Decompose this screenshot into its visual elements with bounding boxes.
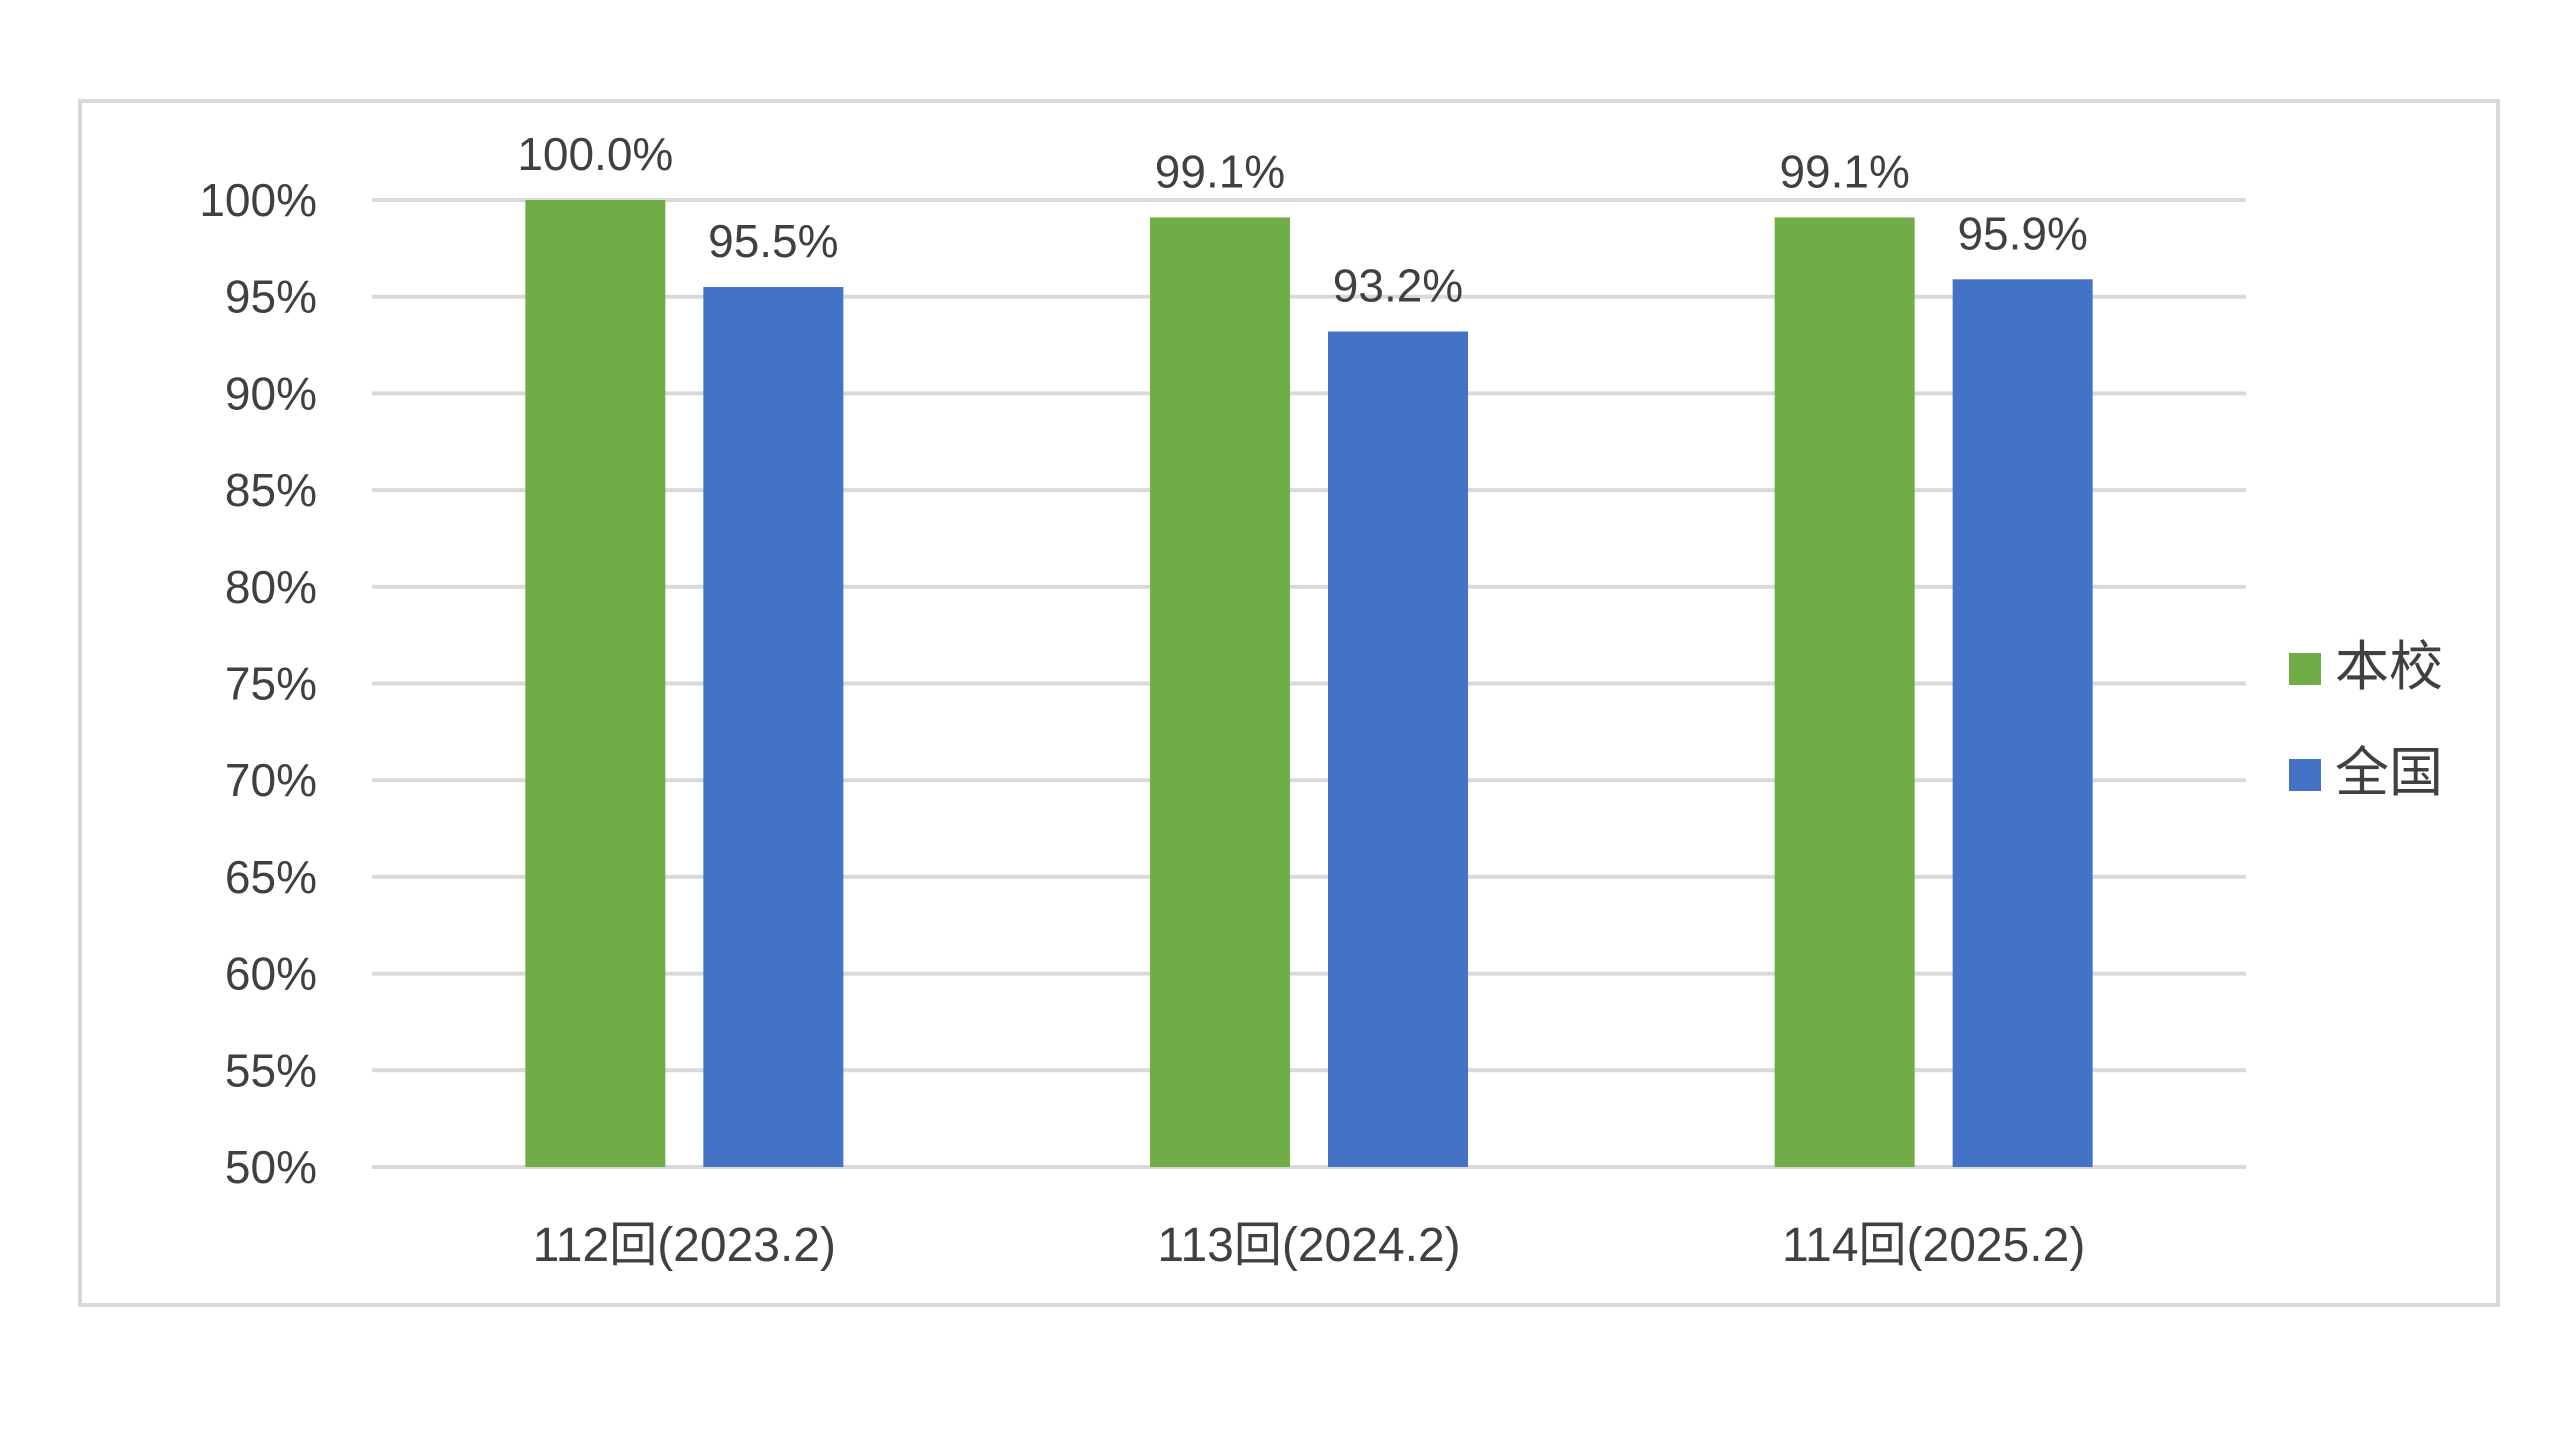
y-tick-label: 55% [225,1044,317,1096]
y-tick-label: 60% [225,948,317,1000]
bar-series-a [1774,217,1915,1167]
x-tick-label: 113回(2024.2) [1157,1219,1460,1272]
legend-label: 本校 [2335,637,2443,697]
chart-frame: 100.0% 95.5% 99.1% 93.2% 99.1% 95.9% 50% 55% 60… [78,99,2500,1307]
y-tick-label: 85% [225,464,317,516]
y-tick-label: 90% [225,367,317,419]
data-label: 95.5% [708,215,838,267]
data-label: 93.2% [1333,260,1463,312]
y-tick-label: 50% [225,1141,317,1193]
bar-series-a [1150,217,1290,1167]
bar-series-b [1952,279,2093,1167]
legend-swatch [2289,653,2321,685]
data-label: 100.0% [517,128,673,180]
data-labels: 100.0% 95.5% 99.1% 93.2% 99.1% 95.9% [517,128,2088,312]
y-tick-label: 100% [199,174,317,226]
data-label: 99.1% [1779,145,1909,197]
x-tick-label: 114回(2025.2) [1782,1219,2085,1272]
bars [525,200,2093,1168]
bar-series-b [1328,331,1468,1168]
data-label: 99.1% [1155,145,1285,197]
y-tick-label: 80% [225,561,317,613]
legend-swatch [2289,759,2321,791]
legend-label: 全国 [2335,743,2443,803]
y-tick-label: 65% [225,851,317,903]
bar-series-a [525,200,666,1167]
bar-series-b [703,287,844,1167]
y-tick-label: 70% [225,754,317,806]
data-label: 95.9% [1957,207,2087,259]
y-tick-label: 95% [225,271,317,323]
bar-chart: 100.0% 95.5% 99.1% 93.2% 99.1% 95.9% 50% 55% 60… [199,128,2443,1272]
gridlines [372,198,2246,1169]
y-axis: 50% 55% 60% 65% 70% 75% 80% 85% 90% 95% 100% [199,174,317,1193]
x-tick-label: 112回(2023.2) [533,1219,836,1272]
y-tick-label: 75% [225,658,317,710]
x-axis: 112回(2023.2) 113回(2024.2) 114回(2025.2) [533,1219,2086,1272]
